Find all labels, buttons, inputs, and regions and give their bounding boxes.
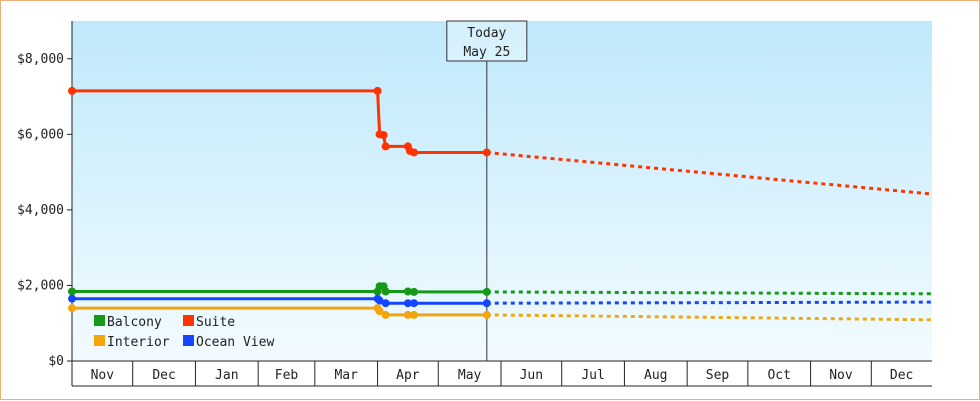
x-tick-label: Aug [644,368,667,383]
data-point-ocean-view [68,294,76,303]
legend-label-suite: Suite [196,315,235,330]
legend-label-ocean-view: Ocean View [196,335,274,350]
data-point-interior [482,310,491,319]
x-tick-label: Nov [829,368,853,383]
data-point-ocean-view [403,299,412,308]
data-point-ocean-view [375,296,384,305]
x-tick-label: Sep [706,368,730,383]
x-tick-label: Apr [396,368,420,383]
legend-label-balcony: Balcony [107,315,162,330]
x-tick-label: Oct [767,368,790,383]
data-point-ocean-view [381,299,390,308]
today-box [446,20,528,62]
data-point-balcony [68,287,76,296]
data-point-interior [403,310,412,319]
data-point-suite [68,86,76,95]
today-date-label: May 25 [463,45,510,60]
series-forecast-ocean-view [486,300,933,305]
y-tick-label: $2,000 [17,278,64,293]
x-tick-label: Jun [520,368,543,383]
legend-swatch-balcony [94,315,105,326]
y-tick-label: $4,000 [17,203,64,218]
today-label: Today [467,26,506,41]
series-forecast-suite [486,151,933,196]
data-point-suite [482,148,491,157]
x-tick-label: May [458,368,482,383]
x-axis: Nov Dec Jan Feb Mar Apr May Jun Jul Aug Sep Oct Nov D… [71,360,932,387]
data-point-ocean-view [482,299,491,308]
x-tick-label: Feb [275,368,299,383]
legend: Balcony Suite Interior Ocean View [94,315,274,350]
data-point-suite [381,142,390,151]
x-tick-label: Jul [581,368,604,383]
y-tick-label: $8,000 [17,52,64,67]
legend-swatch-ocean-view [183,335,194,346]
data-point-interior [68,304,76,313]
series-forecast-balcony [486,290,933,296]
data-point-balcony [403,287,412,296]
data-point-suite [379,131,388,140]
series-forecast-interior [486,313,933,322]
x-tick-label: Dec [152,368,175,383]
plot-background [72,21,932,361]
data-point-suite [409,148,418,157]
data-point-interior [375,307,384,316]
y-axis: $0 $2,000 $4,000 $6,000 $8,000 [17,21,73,369]
data-point-balcony [409,287,418,296]
x-tick-label: Dec [890,368,913,383]
data-point-balcony [482,287,491,296]
data-point-ocean-view [409,299,418,308]
legend-label-interior: Interior [107,335,170,350]
data-point-suite [373,86,382,95]
data-point-interior [409,310,418,319]
legend-swatch-interior [94,335,105,346]
legend-swatch-suite [183,315,194,326]
y-tick-label: $6,000 [17,127,64,142]
x-tick-label: Mar [334,368,358,383]
data-point-balcony [381,287,390,296]
data-point-interior [381,310,390,319]
series-lines [68,86,933,322]
x-tick-label: Jan [215,368,238,383]
x-tick-label: Nov [91,368,115,383]
y-tick-label: $0 [48,354,64,369]
